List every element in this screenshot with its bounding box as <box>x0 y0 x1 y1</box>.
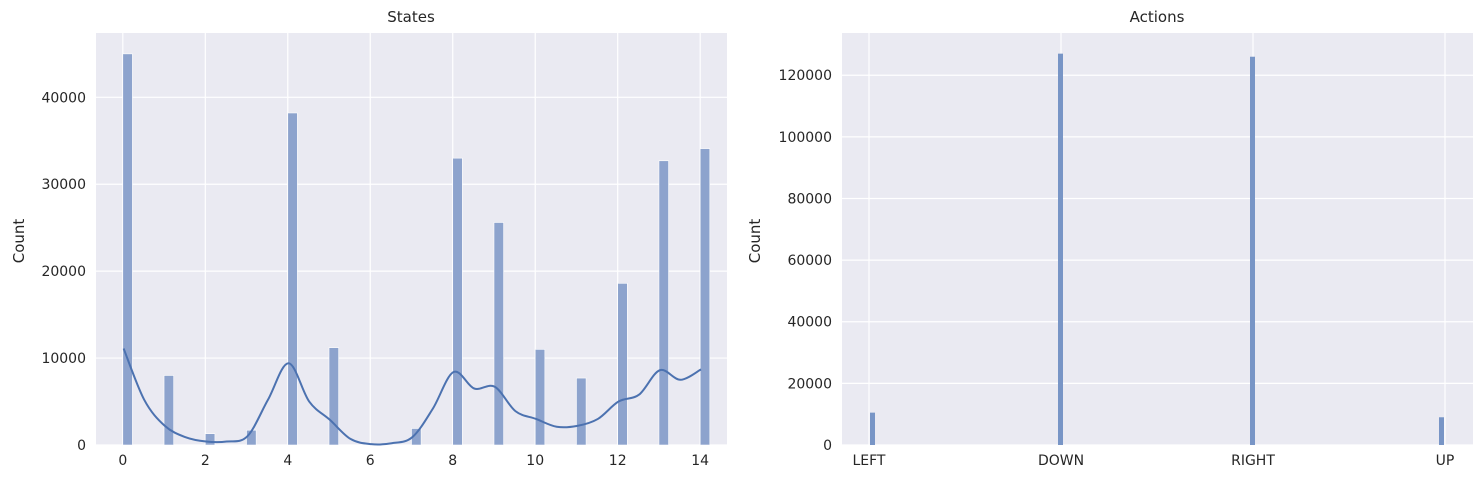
states-y-tick-labels: 0 10000 20000 30000 40000 <box>41 90 86 454</box>
actions-y-tick-labels: 0 20000 40000 60000 80000 100000 120000 <box>779 68 832 454</box>
action-bar <box>1250 56 1255 445</box>
x-tick-label: 0 <box>118 453 127 469</box>
state-bar <box>534 349 546 446</box>
y-tick-label: 60000 <box>787 253 832 269</box>
actions-title: Actions <box>1130 8 1185 26</box>
states-title: States <box>387 8 435 26</box>
actions-bars <box>870 53 1444 446</box>
x-tick-label: 6 <box>366 453 375 469</box>
x-tick-label: 4 <box>283 453 292 469</box>
actions-histogram: LEFT DOWN RIGHT UP 0 20000 40000 60000 80000 100… <box>746 8 1473 469</box>
y-tick-label: 20000 <box>787 376 832 392</box>
x-tick-label: DOWN <box>1038 453 1084 469</box>
states-histogram: 0 2 4 6 8 10 12 14 0 10000 20000 30000 40000 States… <box>10 8 727 469</box>
actions-plot-area <box>842 33 1473 445</box>
actions-y-axis-label: Count <box>746 219 764 264</box>
states-kde-line <box>122 348 702 446</box>
states-x-tick-labels: 0 2 4 6 8 10 12 14 <box>118 453 709 469</box>
x-tick-label: 10 <box>526 453 544 469</box>
action-bar <box>870 412 875 445</box>
y-tick-label: 0 <box>823 438 832 454</box>
y-tick-label: 40000 <box>787 315 832 331</box>
state-bar <box>576 377 587 446</box>
states-bars <box>122 53 711 446</box>
y-tick-label: 0 <box>77 438 86 454</box>
y-tick-label: 30000 <box>41 177 86 193</box>
y-tick-label: 20000 <box>41 264 86 280</box>
state-bar <box>658 160 669 446</box>
y-tick-label: 80000 <box>787 191 832 207</box>
state-bar <box>617 283 628 446</box>
state-bar <box>204 433 216 446</box>
state-bar <box>699 148 711 446</box>
state-bar <box>452 157 463 446</box>
x-tick-label: UP <box>1436 453 1455 469</box>
state-bar <box>493 222 504 446</box>
state-bar <box>287 112 298 446</box>
x-tick-label: RIGHT <box>1231 453 1275 469</box>
x-tick-label: 8 <box>448 453 457 469</box>
action-bar <box>1058 53 1063 446</box>
state-bar <box>122 53 133 446</box>
y-tick-label: 120000 <box>779 68 832 84</box>
state-bar <box>328 347 339 446</box>
states-plot-area <box>96 33 727 445</box>
state-bar <box>163 375 174 446</box>
x-tick-label: 12 <box>609 453 627 469</box>
x-tick-label: 2 <box>201 453 210 469</box>
x-tick-label: 14 <box>691 453 709 469</box>
action-bar <box>1439 417 1444 445</box>
y-tick-label: 40000 <box>41 90 86 106</box>
x-tick-label: LEFT <box>852 453 885 469</box>
y-tick-label: 100000 <box>779 130 832 146</box>
actions-grid <box>842 33 1473 446</box>
states-y-axis-label: Count <box>10 219 28 264</box>
y-tick-label: 10000 <box>41 351 86 367</box>
actions-x-tick-labels: LEFT DOWN RIGHT UP <box>852 453 1454 469</box>
